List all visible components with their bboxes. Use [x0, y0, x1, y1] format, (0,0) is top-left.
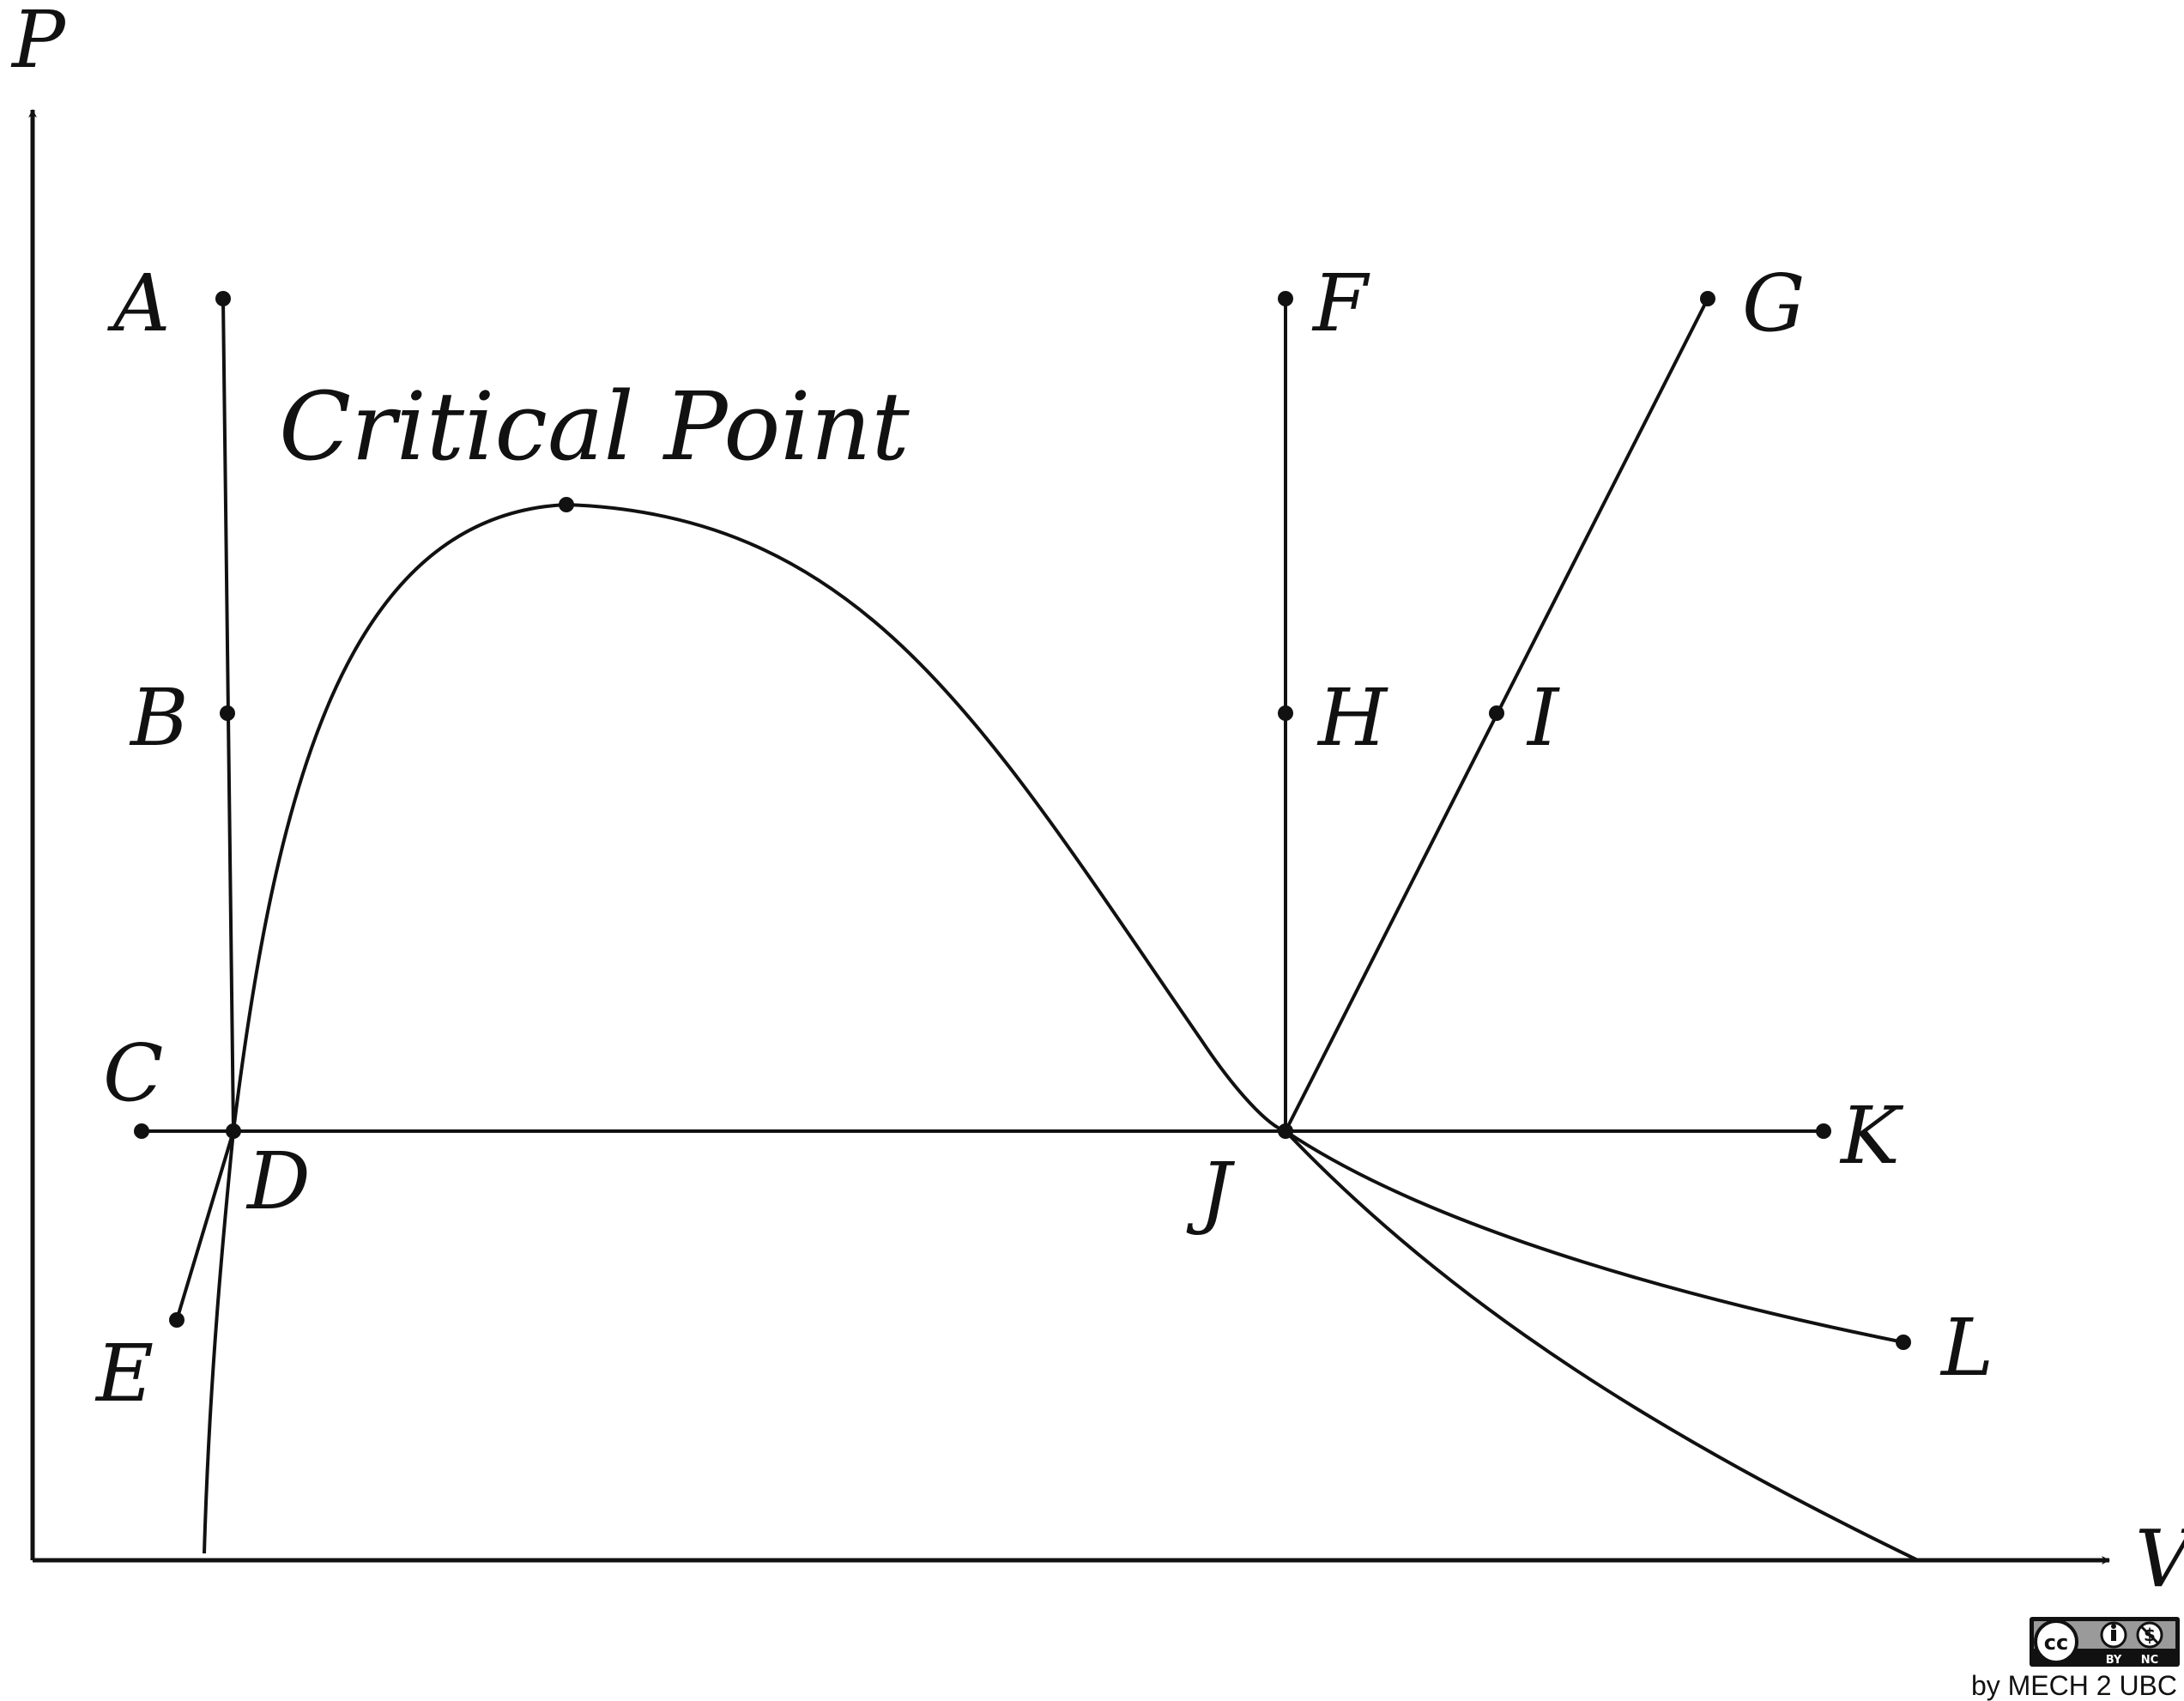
point-k-dot	[1816, 1123, 1831, 1139]
line-j-to-l	[1284, 1129, 1904, 1344]
point-i-dot	[1489, 705, 1504, 721]
point-d-label: D	[245, 1135, 311, 1227]
cc-by-label: BY	[2106, 1654, 2122, 1667]
point-f-label: F	[1311, 257, 1370, 349]
point-e-label: E	[94, 1328, 154, 1420]
x-axis-label: V	[2135, 1513, 2184, 1605]
saturation-dome	[203, 502, 1919, 1562]
point-c-dot	[134, 1123, 149, 1139]
point-l-dot	[1896, 1335, 1911, 1350]
cc-nc-label: NC	[2141, 1654, 2158, 1667]
point-i-label: I	[1526, 672, 1560, 764]
point-k-label: K	[1839, 1090, 1904, 1182]
cc-icon: cc	[2044, 1631, 2068, 1655]
point-b-dot	[220, 705, 235, 721]
point-h-dot	[1278, 705, 1293, 721]
point-d-dot	[226, 1123, 241, 1139]
cc-license-badge: cc $ BY NC	[2030, 1617, 2180, 1667]
point-b-label: B	[129, 672, 189, 764]
point-a-dot	[215, 291, 231, 306]
point-h-label: H	[1316, 672, 1388, 764]
point-a-label: A	[106, 257, 170, 349]
critical-point-label: Critical Point	[279, 372, 910, 481]
point-f-dot	[1278, 291, 1293, 306]
point-j-label: J	[1186, 1146, 1236, 1238]
point-c-label: C	[103, 1027, 163, 1119]
point-g-dot	[1700, 291, 1715, 306]
y-axis-label: P	[10, 0, 67, 86]
credit-text: by MECH 2 UBC	[1971, 1670, 2177, 1701]
critical-point-dot	[559, 497, 574, 512]
point-j-dot	[1278, 1123, 1293, 1139]
line-d-to-e	[175, 1130, 235, 1321]
point-g-label: G	[1742, 257, 1806, 349]
point-l-label: L	[1939, 1302, 1993, 1394]
point-e-dot	[169, 1312, 185, 1328]
